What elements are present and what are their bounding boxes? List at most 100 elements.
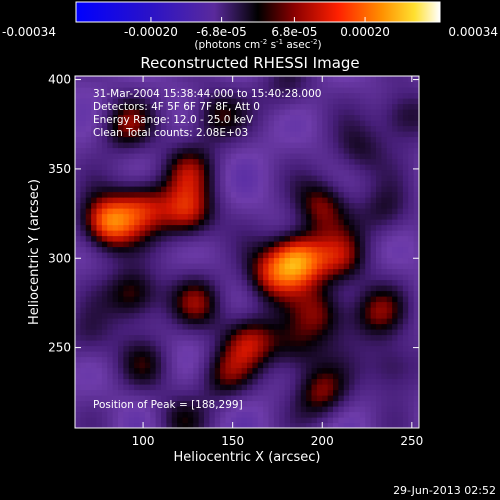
heatmap-cell — [96, 252, 103, 259]
heatmap-cell — [85, 142, 92, 149]
heatmap-cell — [220, 329, 227, 336]
heatmap-cell — [311, 180, 318, 187]
heatmap-cell — [279, 307, 286, 314]
heatmap-cell — [209, 373, 216, 380]
heatmap-cell — [295, 257, 302, 264]
heatmap-cell — [193, 114, 200, 121]
heatmap-cell — [279, 142, 286, 149]
heatmap-cell — [333, 296, 339, 303]
heatmap-cell — [338, 395, 345, 402]
heatmap-cell — [402, 246, 409, 253]
heatmap-cell — [101, 180, 108, 187]
heatmap-cell — [91, 252, 98, 259]
heatmap-cell — [225, 279, 232, 286]
heatmap-cell — [123, 103, 130, 110]
heatmap-cell — [171, 340, 178, 347]
heatmap-cell — [300, 389, 307, 396]
heatmap-cell — [257, 180, 264, 187]
heatmap-cell — [91, 285, 98, 292]
heatmap-cell — [300, 246, 307, 253]
heatmap-cell — [327, 279, 334, 286]
heatmap-cell — [198, 395, 205, 402]
heatmap-cell — [177, 98, 184, 105]
heatmap-cell — [386, 257, 393, 264]
heatmap-cell — [413, 329, 419, 336]
heatmap-cell — [247, 411, 253, 418]
heatmap-cell — [333, 318, 339, 325]
heatmap-cell — [311, 285, 318, 292]
heatmap-cell — [134, 334, 141, 341]
heatmap-cell — [306, 114, 313, 121]
heatmap-cell — [187, 180, 194, 187]
heatmap-cell — [354, 417, 361, 424]
heatmap-cell — [381, 301, 388, 308]
heatmap-cell — [300, 158, 307, 165]
heatmap-cell — [80, 191, 87, 198]
heatmap-cell — [241, 263, 248, 270]
heatmap-cell — [166, 279, 173, 286]
heatmap-cell — [257, 296, 264, 303]
heatmap-cell — [397, 411, 404, 418]
heatmap-cell — [155, 389, 162, 396]
heatmap-cell — [284, 318, 291, 325]
heatmap-cell — [263, 395, 270, 402]
heatmap-cell — [198, 312, 205, 319]
heatmap-cell — [263, 109, 270, 116]
heatmap-cell — [408, 345, 415, 352]
heatmap-cell — [85, 301, 92, 308]
heatmap-cell — [91, 153, 98, 160]
heatmap-cell — [101, 175, 108, 182]
heatmap-cell — [187, 395, 194, 402]
heatmap-cell — [263, 378, 270, 385]
heatmap-cell — [91, 224, 98, 231]
heatmap-cell — [290, 191, 296, 198]
heatmap-cell — [295, 351, 302, 358]
heatmap-cell — [247, 219, 253, 226]
heatmap-cell — [220, 175, 227, 182]
heatmap-cell — [155, 411, 162, 418]
heatmap-cell — [252, 406, 259, 413]
heatmap-cell — [273, 356, 280, 363]
heatmap-cell — [268, 219, 275, 226]
heatmap-cell — [316, 213, 323, 220]
heatmap-cell — [75, 169, 81, 176]
heatmap-cell — [397, 208, 404, 215]
heatmap-cell — [187, 92, 194, 99]
heatmap-cell — [209, 279, 216, 286]
heatmap-cell — [327, 241, 334, 248]
heatmap-cell — [214, 180, 221, 187]
heatmap-cell — [230, 285, 237, 292]
heatmap-cell — [273, 235, 280, 242]
heatmap-cell — [327, 169, 334, 176]
heatmap-cell — [187, 367, 194, 374]
heatmap-cell — [198, 362, 205, 369]
heatmap-cell — [96, 422, 103, 428]
heatmap-cell — [187, 356, 194, 363]
heatmap-cell — [408, 224, 415, 231]
heatmap-cell — [85, 224, 92, 231]
heatmap-cell — [107, 345, 114, 352]
heatmap-cell — [241, 191, 248, 198]
heatmap-cell — [284, 164, 291, 171]
heatmap-cell — [327, 356, 334, 363]
heatmap-cell — [220, 186, 227, 193]
heatmap-cell — [327, 197, 334, 204]
heatmap-cell — [107, 373, 114, 380]
heatmap-cell — [161, 274, 167, 281]
heatmap-cell — [128, 411, 135, 418]
heatmap-cell — [311, 81, 318, 88]
heatmap-cell — [177, 120, 184, 127]
heatmap-cell — [161, 109, 167, 116]
heatmap-cell — [75, 290, 81, 297]
heatmap-cell — [150, 411, 157, 418]
heatmap-cell — [166, 323, 173, 330]
heatmap-cell — [268, 213, 275, 220]
heatmap-cell — [413, 312, 419, 319]
heatmap-cell — [209, 246, 216, 253]
heatmap-cell — [187, 208, 194, 215]
heatmap-cell — [101, 257, 108, 264]
heatmap-cell — [139, 279, 146, 286]
heatmap-cell — [96, 389, 103, 396]
heatmap-cell — [381, 378, 388, 385]
heatmap-cell — [80, 125, 87, 132]
